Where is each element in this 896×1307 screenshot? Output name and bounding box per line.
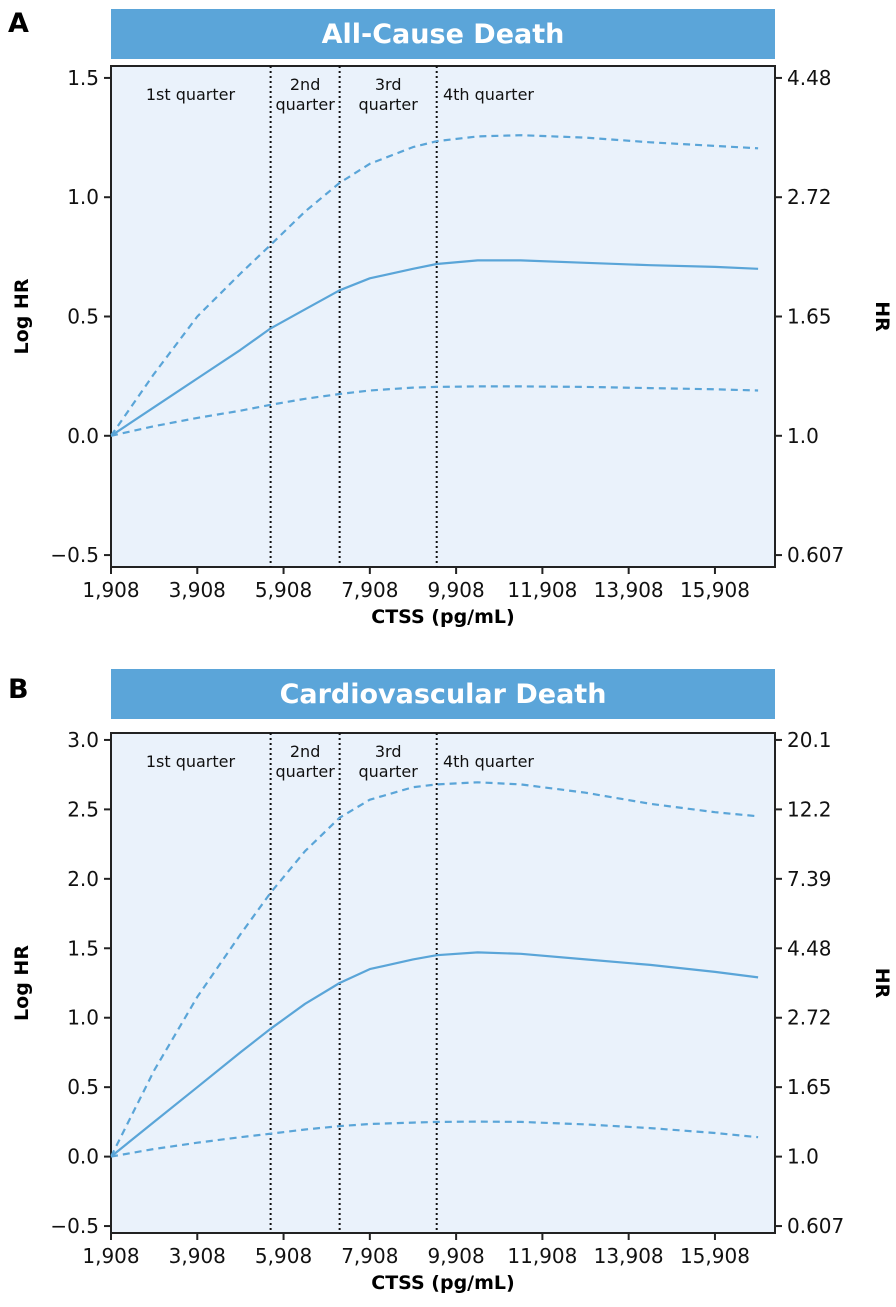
- quarter-label: 2nd quarter: [275, 742, 335, 781]
- chart-title-banner: All-Cause Death: [111, 9, 775, 59]
- y2-tick-label: 0.607: [787, 1214, 844, 1238]
- y2-tick-label: 1.65: [787, 305, 832, 329]
- x-tick-label: 9,908: [427, 1244, 484, 1268]
- y-tick-label: 1.0: [67, 185, 99, 209]
- quarter-label: 4th quarter: [443, 85, 534, 104]
- y2-tick-label: 2.72: [787, 1006, 832, 1030]
- y-tick-label: 0.0: [67, 424, 99, 448]
- quarter-label-line: quarter: [275, 762, 335, 781]
- quarter-label: 1st quarter: [146, 85, 236, 104]
- quarter-label-line: quarter: [358, 95, 418, 114]
- y2-tick-label: 1.65: [787, 1075, 832, 1099]
- x-tick-label: 5,908: [255, 578, 312, 602]
- y2-tick-label: 1.0: [787, 1145, 819, 1169]
- quarter-label: 3rd quarter: [358, 742, 418, 781]
- y2-axis-label: HR: [871, 301, 893, 332]
- y-axis-label: Log HR: [11, 945, 33, 1021]
- panel-letter: A: [8, 8, 29, 39]
- y-tick-label: 0.5: [67, 305, 99, 329]
- panel-all-cause-death: A All-Cause Death 1st quarter 2nd quarter 3…: [0, 0, 896, 653]
- x-tick-label: 7,908: [341, 578, 398, 602]
- quarter-label: 1st quarter: [146, 752, 236, 771]
- y-tick-label: 1.5: [67, 66, 99, 90]
- plot-area: [110, 732, 776, 1234]
- y-axis-label: Log HR: [11, 278, 33, 354]
- x-tick-label: 3,908: [169, 578, 226, 602]
- x-tick-label: 11,908: [507, 1244, 577, 1268]
- quarter-label: 2nd quarter: [275, 75, 335, 114]
- x-tick-label: 1,908: [82, 1244, 139, 1268]
- quarter-label-line: 3rd: [375, 75, 402, 94]
- x-axis-label: CTSS (pg/mL): [371, 1272, 514, 1294]
- y2-tick-label: 20.1: [787, 728, 832, 752]
- x-tick-label: 5,908: [255, 1244, 312, 1268]
- panel-letter: B: [8, 674, 29, 705]
- y-tick-label: 0.0: [67, 1145, 99, 1169]
- quarter-label: 3rd quarter: [358, 75, 418, 114]
- quarter-label: 4th quarter: [443, 752, 534, 771]
- y2-tick-label: 2.72: [787, 185, 832, 209]
- y-tick-label: −0.5: [50, 1214, 99, 1238]
- y-tick-label: 2.5: [67, 797, 99, 821]
- series-line-lower-ci: [110, 385, 759, 437]
- x-tick-label: 15,908: [680, 1244, 750, 1268]
- y-tick-label: 1.5: [67, 936, 99, 960]
- series-line-lower-ci: [110, 1120, 759, 1158]
- quarter-label-line: 2nd: [290, 75, 320, 94]
- y2-tick-label: 4.48: [787, 936, 832, 960]
- quarter-label-line: 3rd: [375, 742, 402, 761]
- y2-tick-label: 1.0: [787, 424, 819, 448]
- x-tick-label: 13,908: [594, 1244, 664, 1268]
- x-tick-label: 7,908: [341, 1244, 398, 1268]
- y-tick-label: 2.0: [67, 867, 99, 891]
- quarter-label-line: 2nd: [290, 742, 320, 761]
- y2-tick-label: 12.2: [787, 797, 832, 821]
- y-tick-label: 0.5: [67, 1075, 99, 1099]
- y-tick-label: 1.0: [67, 1006, 99, 1030]
- quarter-label-line: 1st quarter: [146, 85, 236, 104]
- x-tick-label: 3,908: [169, 1244, 226, 1268]
- quarter-label-line: quarter: [358, 762, 418, 781]
- y2-axis-label: HR: [871, 968, 893, 999]
- x-tick-label: 15,908: [680, 578, 750, 602]
- panel-cardiovascular-death: B Cardiovascular Death 1st quarter 2nd qua…: [0, 653, 896, 1306]
- series-line-upper-ci: [110, 134, 759, 437]
- y-tick-label: −0.5: [50, 543, 99, 567]
- quarter-label-line: 1st quarter: [146, 752, 236, 771]
- y-tick-label: 3.0: [67, 728, 99, 752]
- chart-title-banner: Cardiovascular Death: [111, 669, 775, 719]
- x-tick-label: 11,908: [507, 578, 577, 602]
- y2-tick-label: 7.39: [787, 867, 832, 891]
- series-line-estimate: [110, 259, 759, 437]
- x-tick-label: 13,908: [594, 578, 664, 602]
- x-tick-label: 1,908: [82, 578, 139, 602]
- x-tick-label: 9,908: [427, 578, 484, 602]
- x-axis-label: CTSS (pg/mL): [371, 606, 514, 628]
- series-line-estimate: [110, 951, 759, 1158]
- plot-area: [110, 65, 776, 568]
- quarter-label-line: 4th quarter: [443, 752, 534, 771]
- y2-tick-label: 0.607: [787, 543, 844, 567]
- quarter-label-line: quarter: [275, 95, 335, 114]
- quarter-label-line: 4th quarter: [443, 85, 534, 104]
- y2-tick-label: 4.48: [787, 66, 832, 90]
- series-line-upper-ci: [110, 781, 759, 1158]
